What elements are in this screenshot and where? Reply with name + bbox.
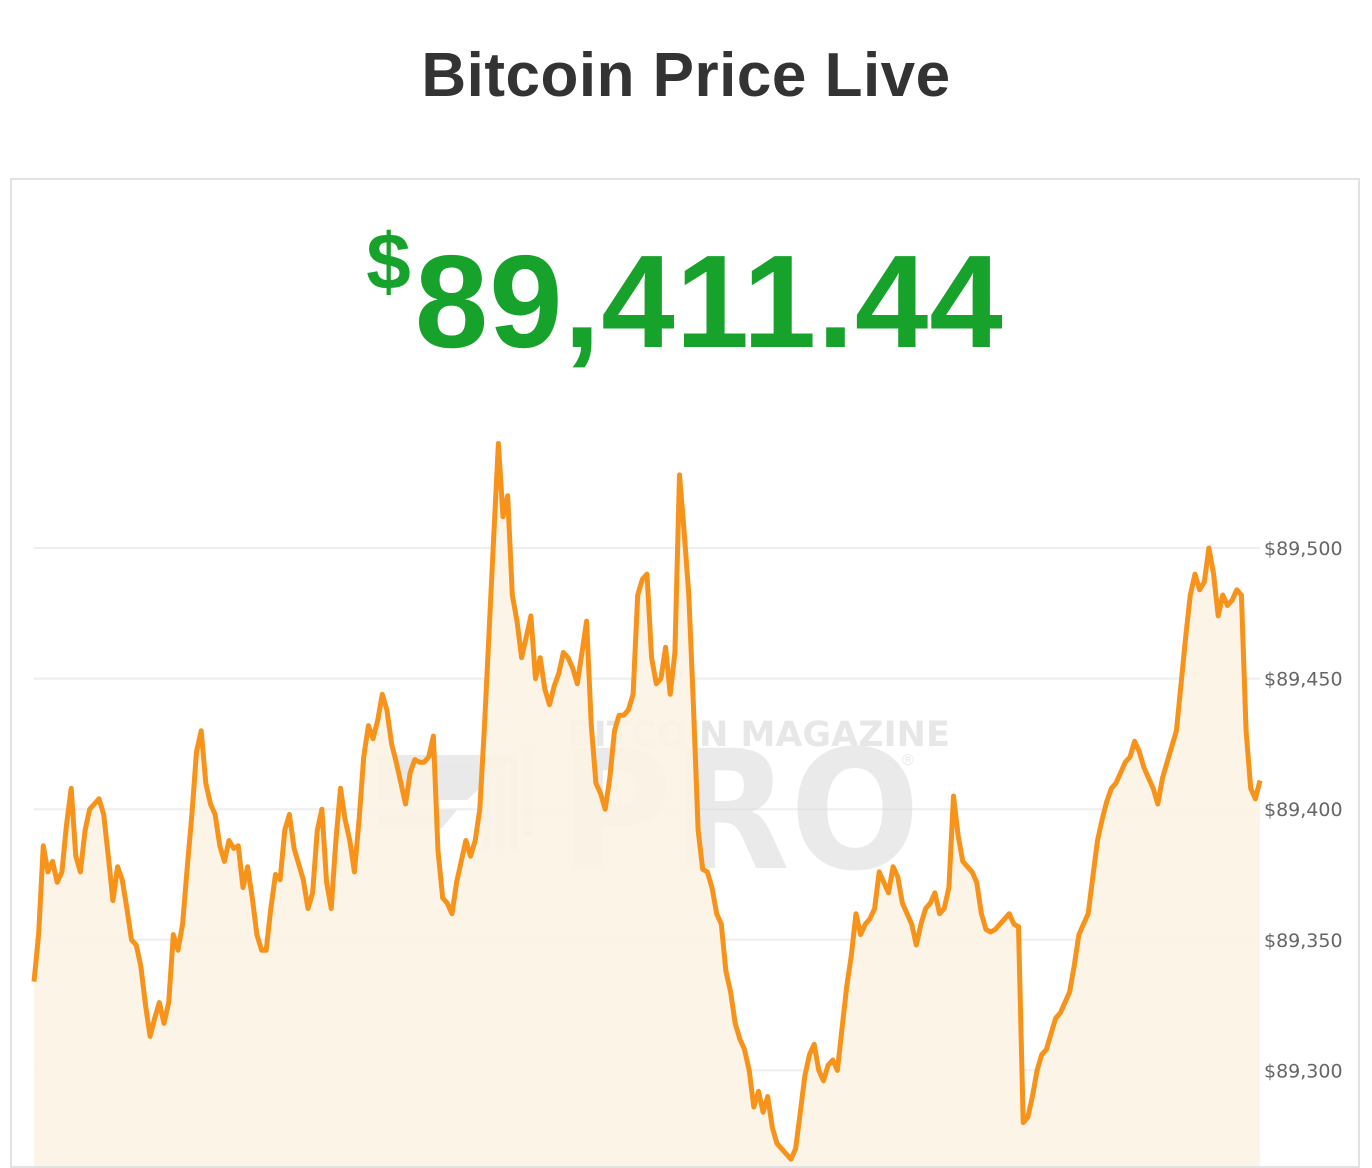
y-tick-label: $89,500 [1264,538,1343,560]
watermark-registered-mark: ® [902,752,914,769]
price-area-fill [34,444,1260,1168]
y-tick-label: $89,350 [1264,930,1343,952]
page-title: Bitcoin Price Live [0,40,1372,111]
y-tick-label: $89,450 [1264,669,1343,691]
currency-symbol: $ [366,217,411,306]
price-chart-card: BITCOIN MAGAZINE PRO ® $89,500$89,450$89… [10,178,1360,1168]
current-price: $89,411.44 [12,222,1358,368]
y-axis-ticks: $89,500 $89,450 $89,400 $89,350 $89,300 [1264,538,1343,1082]
price-value: 89,411.44 [415,228,1004,375]
y-tick-label: $89,400 [1264,799,1343,821]
y-tick-label: $89,300 [1264,1060,1343,1082]
